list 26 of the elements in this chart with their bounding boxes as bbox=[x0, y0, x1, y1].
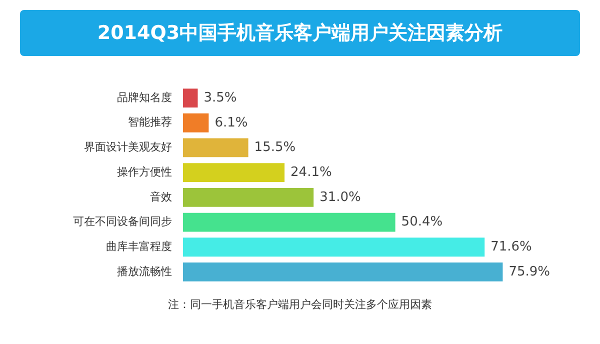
data-label: 31.0% bbox=[320, 190, 361, 205]
chart-title: 2014Q3中国手机音乐客户端用户关注因素分析 bbox=[20, 10, 580, 56]
data-label: 24.1% bbox=[290, 164, 332, 180]
text: 注：同一手机音乐客户端用户会同时关注多个应用因素 bbox=[167, 297, 433, 312]
bar bbox=[183, 262, 503, 282]
y-tick-label: 曲库丰富程度 bbox=[106, 240, 172, 253]
data-label: 15.5% bbox=[254, 140, 296, 156]
bar bbox=[183, 212, 396, 232]
bar bbox=[183, 138, 248, 158]
data-label: 71.6% bbox=[490, 240, 532, 254]
data-label: 6.1% bbox=[214, 115, 248, 130]
data-label: 3.5% bbox=[204, 90, 237, 106]
bar bbox=[183, 188, 314, 207]
y-tick-label: 可在不同设备间同步 bbox=[73, 215, 172, 228]
bar bbox=[183, 113, 209, 132]
data-label: 75.9% bbox=[508, 264, 550, 280]
y-tick-label: 播放流畅性 bbox=[117, 264, 172, 278]
y-tick-label: 智能推荐 bbox=[128, 116, 172, 129]
y-tick-label: 操作方便性 bbox=[117, 165, 172, 178]
bar bbox=[183, 163, 285, 182]
bar bbox=[183, 88, 198, 108]
y-tick-label: 品牌知名度 bbox=[117, 90, 172, 104]
bar bbox=[183, 238, 485, 257]
y-tick-label: 音效 bbox=[150, 190, 172, 204]
data-label: 50.4% bbox=[401, 214, 443, 230]
y-tick-label: 界面设计美观友好 bbox=[84, 140, 172, 154]
